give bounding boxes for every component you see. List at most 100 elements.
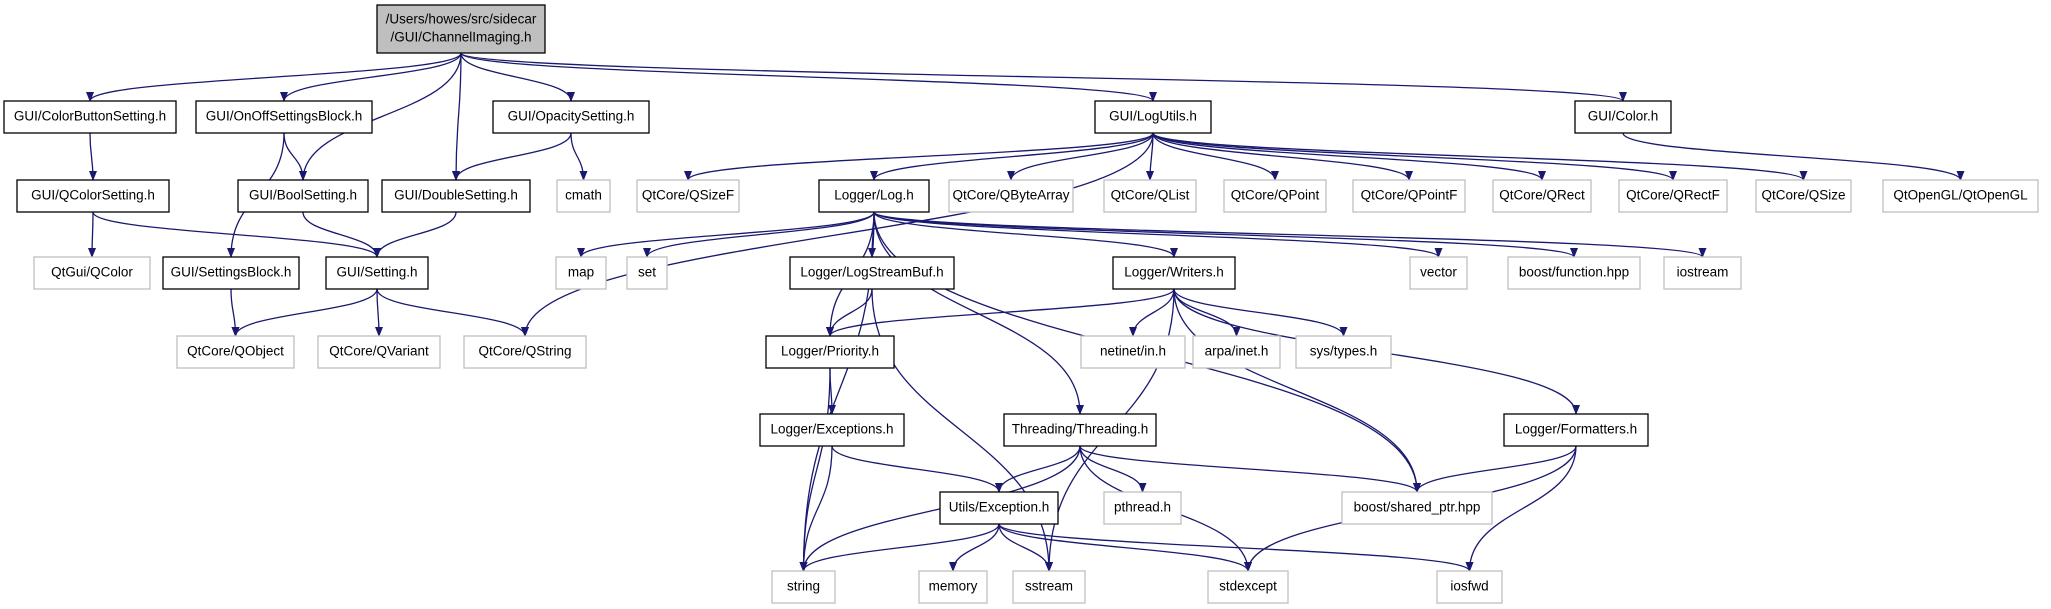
node-sharedptr[interactable]: boost/shared_ptr.hpp bbox=[1341, 491, 1493, 525]
node-label-log: Logger/Log.h bbox=[834, 188, 914, 203]
node-box-qobject bbox=[176, 335, 295, 369]
node-label-qsizef: QtCore/QSizeF bbox=[642, 188, 734, 203]
node-boolsetting[interactable]: GUI/BoolSetting.h bbox=[237, 179, 369, 213]
edge-opacitysetting-to-cmath bbox=[570, 132, 588, 181]
node-logutils[interactable]: GUI/LogUtils.h bbox=[1094, 100, 1212, 134]
edge-log-to-vector bbox=[873, 211, 1443, 258]
node-box-utilsexception bbox=[939, 491, 1059, 525]
node-onoffsettingsblock[interactable]: GUI/OnOffSettingsBlock.h bbox=[195, 100, 373, 134]
node-label-logutils: GUI/LogUtils.h bbox=[1109, 109, 1197, 124]
node-doublesetting[interactable]: GUI/DoubleSetting.h bbox=[381, 179, 531, 213]
node-qlist[interactable]: QtCore/QList bbox=[1103, 179, 1197, 213]
node-utilsexception[interactable]: Utils/Exception.h bbox=[939, 491, 1059, 525]
node-box-vector bbox=[1409, 256, 1468, 290]
edge-root-to-colorbuttonsetting bbox=[86, 52, 462, 102]
node-log[interactable]: Logger/Log.h bbox=[818, 179, 930, 213]
node-box-formatters bbox=[1503, 413, 1649, 447]
node-box-systypes bbox=[1295, 335, 1392, 369]
edge-utilsexception-to-string bbox=[799, 523, 1000, 572]
node-priority[interactable]: Logger/Priority.h bbox=[765, 335, 895, 369]
node-logstreambuf[interactable]: Logger/LogStreamBuf.h bbox=[789, 256, 955, 290]
node-qobject[interactable]: QtCore/QObject bbox=[176, 335, 295, 369]
node-pthread[interactable]: pthread.h bbox=[1103, 491, 1182, 525]
edge-root-to-opacitysetting bbox=[460, 52, 575, 102]
node-qsize[interactable]: QtCore/QSize bbox=[1755, 179, 1852, 213]
edge-opacitysetting-to-doublesetting bbox=[452, 132, 572, 181]
node-label-qrectf: QtCore/QRectF bbox=[1626, 188, 1720, 203]
node-qpoint[interactable]: QtCore/QPoint bbox=[1223, 179, 1327, 213]
edge-logutils-to-log bbox=[870, 132, 1154, 181]
node-iosfwd[interactable]: iosfwd bbox=[1436, 570, 1503, 604]
node-function[interactable]: boost/function.hpp bbox=[1507, 256, 1641, 290]
edge-utilsexception-to-sstream bbox=[998, 523, 1053, 572]
node-label-sstream: sstream bbox=[1025, 579, 1073, 594]
edge-settingsblock-to-qobject bbox=[230, 288, 240, 337]
node-qrect[interactable]: QtCore/QRect bbox=[1492, 179, 1592, 213]
node-arpainet[interactable]: arpa/inet.h bbox=[1192, 335, 1281, 369]
node-qopengl[interactable]: QtOpenGL/QtOpenGL bbox=[1882, 179, 2039, 213]
node-label-qrect: QtCore/QRect bbox=[1499, 188, 1585, 203]
node-label-string: string bbox=[787, 579, 820, 594]
node-label-stdexcept: stdexcept bbox=[1219, 579, 1277, 594]
node-label-qcolorsetting: GUI/QColorSetting.h bbox=[31, 188, 155, 203]
node-netinet[interactable]: netinet/in.h bbox=[1080, 335, 1186, 369]
node-qrectf[interactable]: QtCore/QRectF bbox=[1618, 179, 1728, 213]
node-label-settingsblock: GUI/SettingsBlock.h bbox=[171, 265, 292, 280]
node-label-netinet: netinet/in.h bbox=[1100, 344, 1166, 359]
node-box-boolsetting bbox=[237, 179, 369, 213]
node-writers[interactable]: Logger/Writers.h bbox=[1112, 256, 1236, 290]
node-box-set bbox=[626, 256, 668, 290]
node-box-pthread bbox=[1103, 491, 1182, 525]
node-box-cmath bbox=[556, 179, 611, 213]
edge-threading-to-utilsexception bbox=[995, 445, 1081, 493]
node-map[interactable]: map bbox=[555, 256, 607, 290]
node-iostream[interactable]: iostream bbox=[1663, 256, 1742, 290]
node-root[interactable]: /Users/howes/src/sidecar/GUI/ChannelImag… bbox=[376, 4, 546, 54]
node-memory[interactable]: memory bbox=[918, 570, 988, 604]
node-opacitysetting[interactable]: GUI/OpacitySetting.h bbox=[492, 100, 650, 134]
node-box-stdexcept bbox=[1207, 570, 1289, 604]
node-label-memory: memory bbox=[929, 579, 978, 594]
node-vector[interactable]: vector bbox=[1409, 256, 1468, 290]
node-stdexcept[interactable]: stdexcept bbox=[1207, 570, 1289, 604]
node-colorbuttonsetting[interactable]: GUI/ColorButtonSetting.h bbox=[3, 100, 177, 134]
node-label-writers: Logger/Writers.h bbox=[1124, 265, 1224, 280]
node-qcolor[interactable]: QtGui/QColor bbox=[33, 256, 151, 290]
node-qcolorsetting[interactable]: GUI/QColorSetting.h bbox=[16, 179, 170, 213]
node-qvariant[interactable]: QtCore/QVariant bbox=[317, 335, 441, 369]
node-sstream[interactable]: sstream bbox=[1012, 570, 1086, 604]
node-box-qvariant bbox=[317, 335, 441, 369]
node-qbytearray[interactable]: QtCore/QByteArray bbox=[948, 179, 1074, 213]
edge-log-to-function bbox=[873, 211, 1578, 258]
node-exceptions[interactable]: Logger/Exceptions.h bbox=[759, 413, 905, 447]
node-label-qcolor: QtGui/QColor bbox=[51, 265, 133, 280]
node-set[interactable]: set bbox=[626, 256, 668, 290]
node-label-arpainet: arpa/inet.h bbox=[1205, 344, 1269, 359]
node-qstring[interactable]: QtCore/QString bbox=[463, 335, 587, 369]
node-box-colorbuttonsetting bbox=[3, 100, 177, 134]
node-label-qvariant: QtCore/QVariant bbox=[329, 344, 429, 359]
node-label-onoffsettingsblock: GUI/OnOffSettingsBlock.h bbox=[206, 109, 363, 124]
node-box-priority bbox=[765, 335, 895, 369]
node-box-color bbox=[1574, 100, 1672, 134]
node-string[interactable]: string bbox=[771, 570, 836, 604]
edge-logutils-to-qpointf bbox=[1152, 132, 1413, 181]
node-cmath[interactable]: cmath bbox=[556, 179, 611, 213]
node-box-logstreambuf bbox=[789, 256, 955, 290]
node-box-qsizef bbox=[636, 179, 740, 213]
node-qsizef[interactable]: QtCore/QSizeF bbox=[636, 179, 740, 213]
node-systypes[interactable]: sys/types.h bbox=[1295, 335, 1392, 369]
node-box-iosfwd bbox=[1436, 570, 1503, 604]
node-formatters[interactable]: Logger/Formatters.h bbox=[1503, 413, 1649, 447]
node-label-iostream: iostream bbox=[1677, 265, 1729, 280]
node-box-qstring bbox=[463, 335, 587, 369]
node-threading[interactable]: Threading/Threading.h bbox=[1003, 413, 1157, 447]
node-settingsblock[interactable]: GUI/SettingsBlock.h bbox=[162, 256, 300, 290]
node-color[interactable]: GUI/Color.h bbox=[1574, 100, 1672, 134]
node-label-boolsetting: GUI/BoolSetting.h bbox=[249, 188, 357, 203]
node-box-qbytearray bbox=[948, 179, 1074, 213]
node-setting[interactable]: GUI/Setting.h bbox=[325, 256, 429, 290]
node-label-root: /Users/howes/src/sidecar bbox=[386, 12, 537, 27]
edge-log-to-threading bbox=[873, 211, 1084, 415]
node-qpointf[interactable]: QtCore/QPointF bbox=[1352, 179, 1466, 213]
